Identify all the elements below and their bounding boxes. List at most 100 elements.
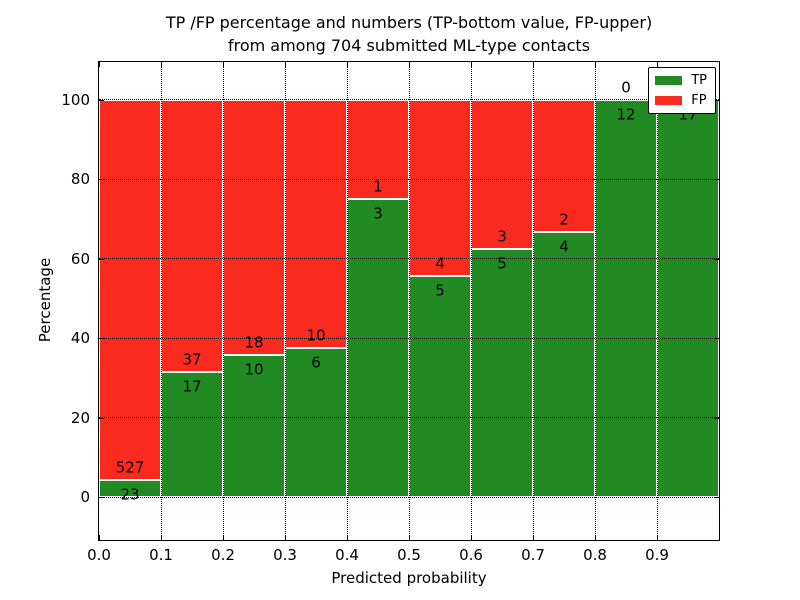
- x-tick-top: [595, 62, 596, 67]
- tp-legend-swatch: [655, 76, 683, 85]
- chart-title-line2: from among 704 submitted ML-type contact…: [227, 36, 591, 55]
- y-tick-label: 100: [61, 90, 90, 109]
- x-tick-label: 0.9: [645, 546, 669, 564]
- tp-count-label: 10: [244, 360, 264, 379]
- legend-entry-tp: TP: [655, 74, 707, 87]
- x-tick-label: 0.3: [273, 546, 297, 564]
- bar-fp-segment: [409, 99, 471, 277]
- x-axis-label: Predicted probability: [331, 569, 487, 587]
- x-tick-label: 0.1: [149, 546, 173, 564]
- tp-count-label: 6: [311, 353, 321, 372]
- x-tick-label: 0.5: [397, 546, 421, 564]
- tp-count-label: 5: [435, 281, 445, 300]
- x-tick-bottom: [471, 535, 472, 540]
- tp-count-label: 23: [120, 485, 140, 504]
- x-tick-bottom: [99, 535, 100, 540]
- bar-fp-segment: [285, 99, 347, 349]
- bar-fp-segment: [223, 99, 285, 356]
- tp-count-label: 3: [373, 204, 383, 223]
- bar-tp-segment: [471, 248, 533, 498]
- y-tick-label: 20: [70, 408, 90, 427]
- v-gridline: [222, 62, 224, 540]
- v-gridline: [594, 62, 596, 540]
- y-tick-right: [714, 338, 719, 340]
- bar-tp-segment: [533, 232, 595, 498]
- x-tick-label: 0.4: [335, 546, 359, 564]
- y-tick-left: [99, 338, 104, 340]
- y-axis-label: Percentage: [36, 257, 54, 343]
- v-gridline: [346, 62, 348, 540]
- y-tick-left: [99, 497, 104, 499]
- y-tick-right: [714, 99, 719, 101]
- x-tick-top: [409, 62, 410, 67]
- x-tick-bottom: [285, 535, 286, 540]
- chart-title: TP /FP percentage and numbers (TP-bottom…: [99, 11, 719, 57]
- tp-count-label: 5: [497, 254, 507, 273]
- y-tick-label: 40: [70, 329, 90, 348]
- legend: TP FP: [648, 67, 716, 114]
- y-tick-label: 0: [80, 488, 90, 507]
- legend-entry-fp: FP: [655, 94, 707, 107]
- x-tick-label: 0.0: [87, 546, 111, 564]
- x-tick-bottom: [595, 535, 596, 540]
- x-tick-top: [347, 62, 348, 67]
- bar-tp-segment: [285, 348, 347, 498]
- x-tick-bottom: [223, 535, 224, 540]
- x-tick-label: 0.6: [459, 546, 483, 564]
- bar-tp-segment: [409, 276, 471, 498]
- x-tick-top: [657, 62, 658, 67]
- x-tick-bottom: [161, 535, 162, 540]
- x-tick-top: [161, 62, 162, 67]
- fp-legend-label: FP: [691, 93, 707, 108]
- v-gridline: [656, 62, 658, 540]
- v-gridline: [532, 62, 534, 540]
- bar-fp-segment: [347, 99, 409, 200]
- y-tick-right: [714, 179, 719, 181]
- fp-count-label: 4: [435, 254, 445, 273]
- fp-count-label: 0: [621, 78, 631, 97]
- x-tick-label: 0.2: [211, 546, 235, 564]
- bar-fp-segment: [161, 99, 223, 372]
- fp-count-label: 37: [182, 350, 202, 369]
- tp-legend-label: TP: [691, 73, 707, 88]
- y-tick-left: [99, 417, 104, 419]
- x-tick-bottom: [347, 535, 348, 540]
- chart-title-line1: TP /FP percentage and numbers (TP-bottom…: [165, 13, 653, 32]
- x-tick-top: [99, 62, 100, 67]
- bar-tp-segment: [595, 99, 657, 498]
- v-gridline: [160, 62, 162, 540]
- fp-count-label: 3: [497, 227, 507, 246]
- tp-count-label: 4: [559, 237, 569, 256]
- x-tick-top: [533, 62, 534, 67]
- y-tick-right: [714, 417, 719, 419]
- x-tick-top: [285, 62, 286, 67]
- bar-tp-segment: [161, 371, 223, 498]
- y-tick-right: [714, 497, 719, 499]
- bar-fp-segment: [99, 99, 161, 481]
- x-tick-bottom: [657, 535, 658, 540]
- x-tick-top: [223, 62, 224, 67]
- v-gridline: [408, 62, 410, 540]
- x-tick-top: [471, 62, 472, 67]
- x-tick-label: 0.8: [583, 546, 607, 564]
- y-tick-left: [99, 179, 104, 181]
- x-tick-label: 0.7: [521, 546, 545, 564]
- y-tick-right: [714, 258, 719, 260]
- y-tick-label: 80: [70, 170, 90, 189]
- fp-count-label: 10: [306, 326, 326, 345]
- bar-fp-segment: [471, 99, 533, 249]
- v-gridline: [284, 62, 286, 540]
- x-tick-bottom: [409, 535, 410, 540]
- x-tick-bottom: [533, 535, 534, 540]
- bar-tp-segment: [347, 199, 409, 498]
- fp-count-label: 527: [115, 458, 145, 477]
- bar-tp-segment: [657, 99, 719, 498]
- v-gridline: [470, 62, 472, 540]
- fp-count-label: 2: [559, 210, 569, 229]
- tp-count-label: 12: [616, 105, 636, 124]
- y-tick-left: [99, 99, 104, 101]
- y-tick-label: 60: [70, 249, 90, 268]
- plot-area: TP FP 527233717181010613453524012017: [98, 61, 720, 541]
- y-tick-left: [99, 258, 104, 260]
